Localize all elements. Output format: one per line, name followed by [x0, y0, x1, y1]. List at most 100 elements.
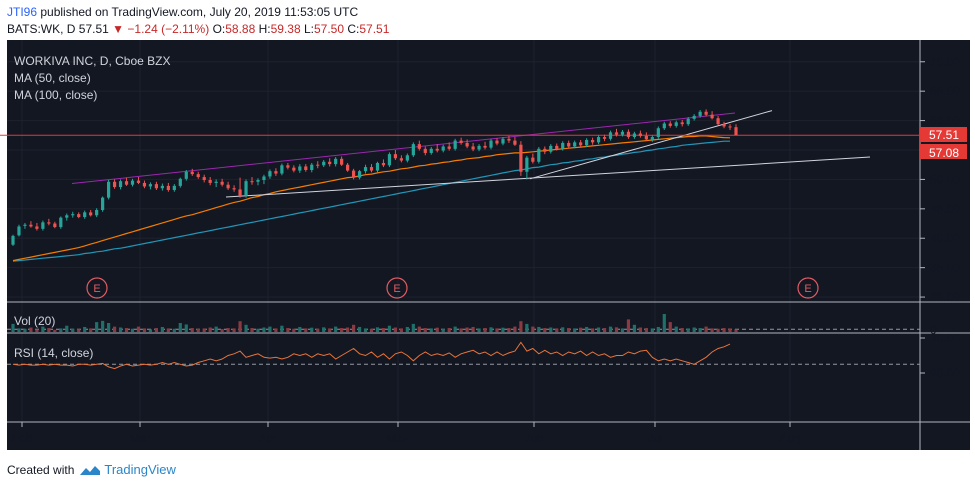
- volume-bar: [316, 328, 320, 332]
- volume-bar: [698, 328, 702, 332]
- volume-bar: [148, 329, 153, 332]
- candle: [274, 168, 278, 176]
- volume-bar: [220, 329, 224, 332]
- candle: [226, 181, 230, 190]
- volume-bar: [471, 326, 475, 332]
- earnings-marker[interactable]: E: [797, 277, 819, 299]
- volume-bar: [608, 326, 613, 332]
- candle: [638, 130, 642, 138]
- lower-trendline: [225, 156, 871, 198]
- earnings-marker[interactable]: E: [386, 277, 408, 299]
- candle: [662, 121, 666, 130]
- candle: [178, 177, 182, 188]
- candle: [316, 161, 320, 169]
- author-link[interactable]: JTI96: [7, 5, 38, 19]
- candle: [405, 153, 409, 163]
- last-price-tag-text: 57.51: [929, 128, 959, 142]
- open-label: O:: [212, 22, 226, 36]
- volume-bar: [549, 327, 553, 332]
- volume-bar: [53, 329, 57, 332]
- time-tick-label: Mar: [130, 431, 151, 445]
- ma50-line: [12, 135, 731, 262]
- candle: [692, 114, 696, 121]
- volume-bar: [184, 324, 188, 332]
- volume-bar: [286, 328, 290, 332]
- symbol-label: BATS:WK, D: [7, 22, 76, 36]
- earnings-marker[interactable]: E: [86, 277, 108, 299]
- price-tick-label: 45.00: [930, 202, 960, 216]
- volume-bar: [710, 328, 714, 332]
- volume-bar: [310, 327, 314, 332]
- candle: [17, 224, 21, 237]
- volume-bar: [83, 326, 87, 332]
- volume-bar: [489, 327, 493, 332]
- candle: [477, 144, 481, 152]
- volume-bar: [35, 329, 39, 332]
- time-tick-label: Jun: [524, 431, 543, 445]
- tradingview-brand-link[interactable]: TradingView: [104, 462, 176, 477]
- price-scale-background: [920, 40, 970, 450]
- volume-bar: [89, 328, 93, 332]
- ma50-legend: MA (50, close): [14, 71, 91, 85]
- candle: [35, 222, 39, 231]
- chart-title: WORKIVA INC, D, Cboe BZX: [14, 54, 170, 68]
- candle: [196, 171, 200, 179]
- candle: [65, 213, 69, 221]
- volume-bar: [298, 326, 302, 332]
- candle: [549, 144, 553, 154]
- volume-bar: [644, 328, 648, 332]
- candle: [292, 165, 296, 173]
- candle: [118, 179, 123, 190]
- volume-bar: [172, 328, 176, 332]
- volume-bar: [17, 328, 21, 332]
- candle: [244, 179, 248, 198]
- volume-bar: [555, 328, 559, 332]
- candle: [698, 110, 702, 118]
- rsi-tick-label: 40.00: [930, 331, 960, 345]
- candle: [686, 117, 690, 126]
- candle: [495, 138, 499, 146]
- candle: [268, 169, 272, 179]
- volume-bar: [620, 328, 625, 332]
- volume-bar: [507, 328, 511, 332]
- grid: [7, 40, 920, 422]
- volume-bar: [196, 328, 200, 332]
- volume-bar: [495, 328, 499, 332]
- candle: [555, 143, 559, 151]
- chart-canvas[interactable]: EEE 30.0035.0040.0045.0050.0055.0060.006…: [0, 40, 975, 450]
- volume-bar: [579, 327, 583, 332]
- volume-bar: [513, 326, 517, 332]
- volume-bar: [280, 325, 284, 332]
- candle: [519, 141, 523, 176]
- candle: [507, 135, 511, 143]
- volume-bar: [328, 328, 332, 332]
- price-tick-label: 30.00: [930, 290, 960, 304]
- volume-bar: [71, 328, 75, 332]
- volume-bar: [340, 328, 344, 332]
- volume-bar: [363, 328, 368, 332]
- volume-bar: [704, 326, 708, 332]
- time-axis: Feb Mar Apr May Jun Jul Aug: [12, 422, 801, 445]
- time-tick-label: Jul: [647, 431, 662, 445]
- volume-bar: [357, 326, 362, 332]
- earnings-marker-label: E: [393, 283, 400, 295]
- candle: [47, 218, 51, 226]
- candle: [585, 138, 589, 148]
- volume-bar: [567, 328, 571, 332]
- volume-bar: [728, 328, 732, 332]
- volume-bar: [656, 326, 660, 332]
- candle: [53, 221, 57, 229]
- candle: [543, 146, 547, 155]
- volume-bar: [626, 319, 631, 332]
- volume-bar: [519, 321, 523, 332]
- candle: [136, 177, 141, 185]
- volume-bar: [77, 329, 81, 332]
- publish-line: JTI96 published on TradingView.com, July…: [7, 5, 358, 19]
- candle: [614, 128, 619, 137]
- volume-bar: [543, 328, 547, 332]
- volume-bar: [632, 324, 637, 332]
- volume-bar: [178, 323, 182, 332]
- candle: [471, 142, 475, 152]
- high-label: H:: [258, 22, 271, 36]
- volume-bar: [680, 328, 684, 332]
